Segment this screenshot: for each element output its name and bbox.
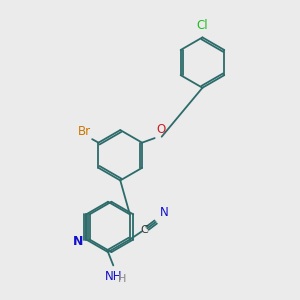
Text: N: N <box>73 235 83 248</box>
Text: H: H <box>118 274 126 284</box>
Text: C: C <box>141 225 148 235</box>
Text: Br: Br <box>78 125 92 139</box>
Text: Cl: Cl <box>196 19 208 32</box>
Text: N: N <box>160 206 168 219</box>
Text: O: O <box>156 123 165 136</box>
Text: NH: NH <box>104 270 122 283</box>
